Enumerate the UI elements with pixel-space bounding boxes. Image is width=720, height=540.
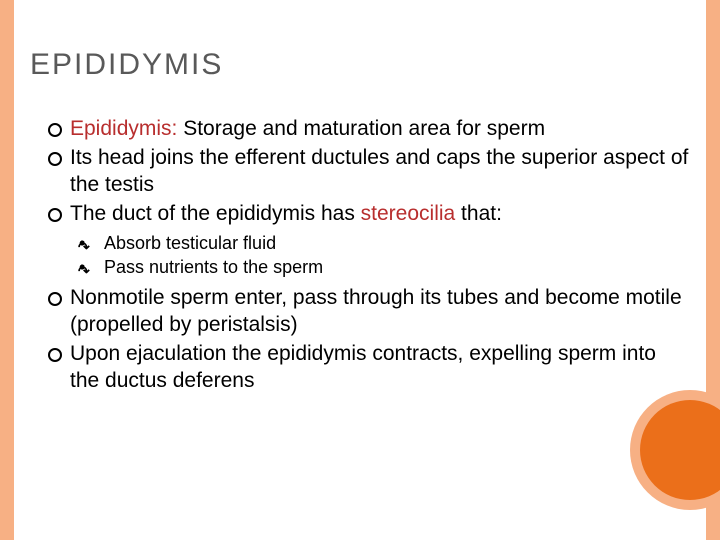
bullet-3-post: that:: [455, 202, 502, 225]
arrow-icon: ↷: [78, 262, 90, 280]
bullet-3b: ↷ Pass nutrients to the sperm: [30, 256, 690, 279]
slide-container: EPIDIDYMIS Epididymis: Storage and matur…: [0, 0, 720, 540]
slide-title: EPIDIDYMIS: [30, 48, 690, 82]
bullet-3-accent: stereocilia: [361, 202, 456, 225]
bullet-2: Its head joins the efferent ductules and…: [30, 145, 690, 199]
border-left: [0, 0, 14, 540]
bullet-5-text: Upon ejaculation the epididymis contract…: [70, 342, 656, 392]
bullet-2-text: Its head joins the efferent ductules and…: [70, 146, 688, 196]
bullet-3: The duct of the epididymis has stereocil…: [30, 201, 690, 228]
bullet-1-text: Storage and maturation area for sperm: [177, 117, 545, 140]
bullet-4: Nonmotile sperm enter, pass through its …: [30, 285, 690, 339]
bullet-5: Upon ejaculation the epididymis contract…: [30, 341, 690, 395]
bullet-3a: ↷ Absorb testicular fluid: [30, 232, 690, 255]
bullet-1-accent: Epididymis:: [70, 117, 177, 140]
content-area: EPIDIDYMIS Epididymis: Storage and matur…: [30, 48, 690, 397]
bullet-3-pre: The duct of the epididymis has: [70, 202, 361, 225]
arrow-icon: ↷: [78, 238, 90, 256]
bullet-3b-text: Pass nutrients to the sperm: [104, 257, 323, 277]
bullet-3a-text: Absorb testicular fluid: [104, 233, 276, 253]
bullet-1: Epididymis: Storage and maturation area …: [30, 116, 690, 143]
bullet-4-text: Nonmotile sperm enter, pass through its …: [70, 286, 682, 336]
